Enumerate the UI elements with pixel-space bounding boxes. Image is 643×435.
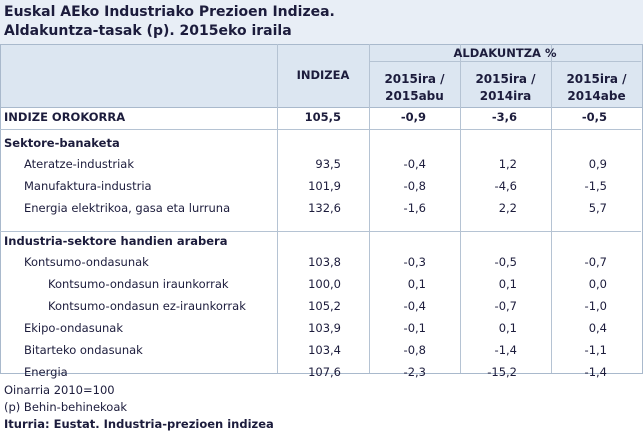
cell: 0,4: [588, 321, 607, 335]
cell: -0,7: [494, 299, 517, 313]
column-head: 2014abe: [567, 89, 626, 103]
row-label: Kontsumo-ondasunak: [24, 255, 149, 269]
cell: -0,5: [494, 255, 517, 269]
cell: 132,6: [308, 201, 341, 215]
rule: [0, 231, 641, 232]
row-label: Energia elektrikoa, gasa eta lurruna: [24, 201, 231, 215]
cell: -0,4: [403, 299, 426, 313]
cell: -1,4: [584, 365, 607, 379]
cell: 107,6: [308, 365, 341, 379]
cell: 1,2: [498, 157, 517, 171]
group-title: Sektore-banaketa: [4, 136, 120, 150]
column-head: 2015ira /: [384, 72, 445, 86]
rule: [0, 129, 641, 130]
cell: 0,1: [498, 321, 517, 335]
row-label: Energia: [24, 365, 68, 379]
column-head: 2014ira: [479, 89, 532, 103]
cell: -0,9: [400, 110, 426, 124]
cell: 101,9: [308, 179, 341, 193]
cell: 0,0: [588, 277, 607, 291]
rule: [277, 44, 278, 373]
cell: 0,1: [407, 277, 426, 291]
cell: 105,2: [308, 299, 341, 313]
cell: -1,6: [403, 201, 426, 215]
cell: -4,6: [494, 179, 517, 193]
column-head: 2015abu: [385, 89, 444, 103]
group-title: Industria-sektore handien arabera: [4, 234, 228, 248]
cell: -0,7: [584, 255, 607, 269]
cell: -0,4: [403, 157, 426, 171]
row-label: Manufaktura-industria: [24, 179, 152, 193]
row-label: Kontsumo-ondasun ez-iraunkorrak: [48, 299, 246, 313]
cell: 103,9: [308, 321, 341, 335]
cell: -1,0: [584, 299, 607, 313]
header-band: [0, 44, 643, 108]
row-label: Ateratze-industriak: [24, 157, 134, 171]
cell: -0,5: [581, 110, 607, 124]
cell: -3,6: [491, 110, 517, 124]
column-head: 2015ira /: [475, 72, 536, 86]
cell: 0,1: [498, 277, 517, 291]
rule: [369, 44, 370, 373]
cell: -0,8: [403, 179, 426, 193]
row-label: Ekipo-ondasunak: [24, 321, 123, 335]
column-group: ALDAKUNTZA %: [453, 46, 557, 60]
cell: -15,2: [487, 365, 517, 379]
cell: -1,5: [584, 179, 607, 193]
cell: -1,1: [584, 343, 607, 357]
rule: [460, 44, 461, 373]
cell: 103,4: [308, 343, 341, 357]
cell: -2,3: [403, 365, 426, 379]
cell: 105,5: [304, 110, 341, 124]
cell: -1,4: [494, 343, 517, 357]
title-band: [0, 0, 643, 44]
cell: -0,8: [403, 343, 426, 357]
column-head: INDIZEA: [296, 68, 350, 82]
row-label: Bitarteko ondasunak: [24, 343, 143, 357]
rule: [551, 44, 552, 373]
cell: -0,3: [403, 255, 426, 269]
cell: 0,9: [588, 157, 607, 171]
rule: [369, 61, 641, 62]
row-label: INDIZE OROKORRA: [4, 110, 126, 124]
cell: 93,5: [315, 157, 341, 171]
footnote: Oinarria 2010=100: [4, 383, 115, 397]
cell: 5,7: [588, 201, 607, 215]
footnote: Iturria: Eustat. Industria-prezioen indi…: [4, 417, 274, 431]
cell: 2,2: [498, 201, 517, 215]
footnote: (p) Behin-behinekoak: [4, 400, 128, 414]
title: Aldakuntza-tasak (p). 2015eko iraila: [4, 23, 292, 39]
column-head: 2015ira /: [566, 72, 627, 86]
title: Euskal AEko Industriako Prezioen Indizea…: [4, 4, 335, 20]
cell: 100,0: [308, 277, 341, 291]
row-label: Kontsumo-ondasun iraunkorrak: [48, 277, 229, 291]
cell: 103,8: [308, 255, 341, 269]
cell: -0,1: [403, 321, 426, 335]
